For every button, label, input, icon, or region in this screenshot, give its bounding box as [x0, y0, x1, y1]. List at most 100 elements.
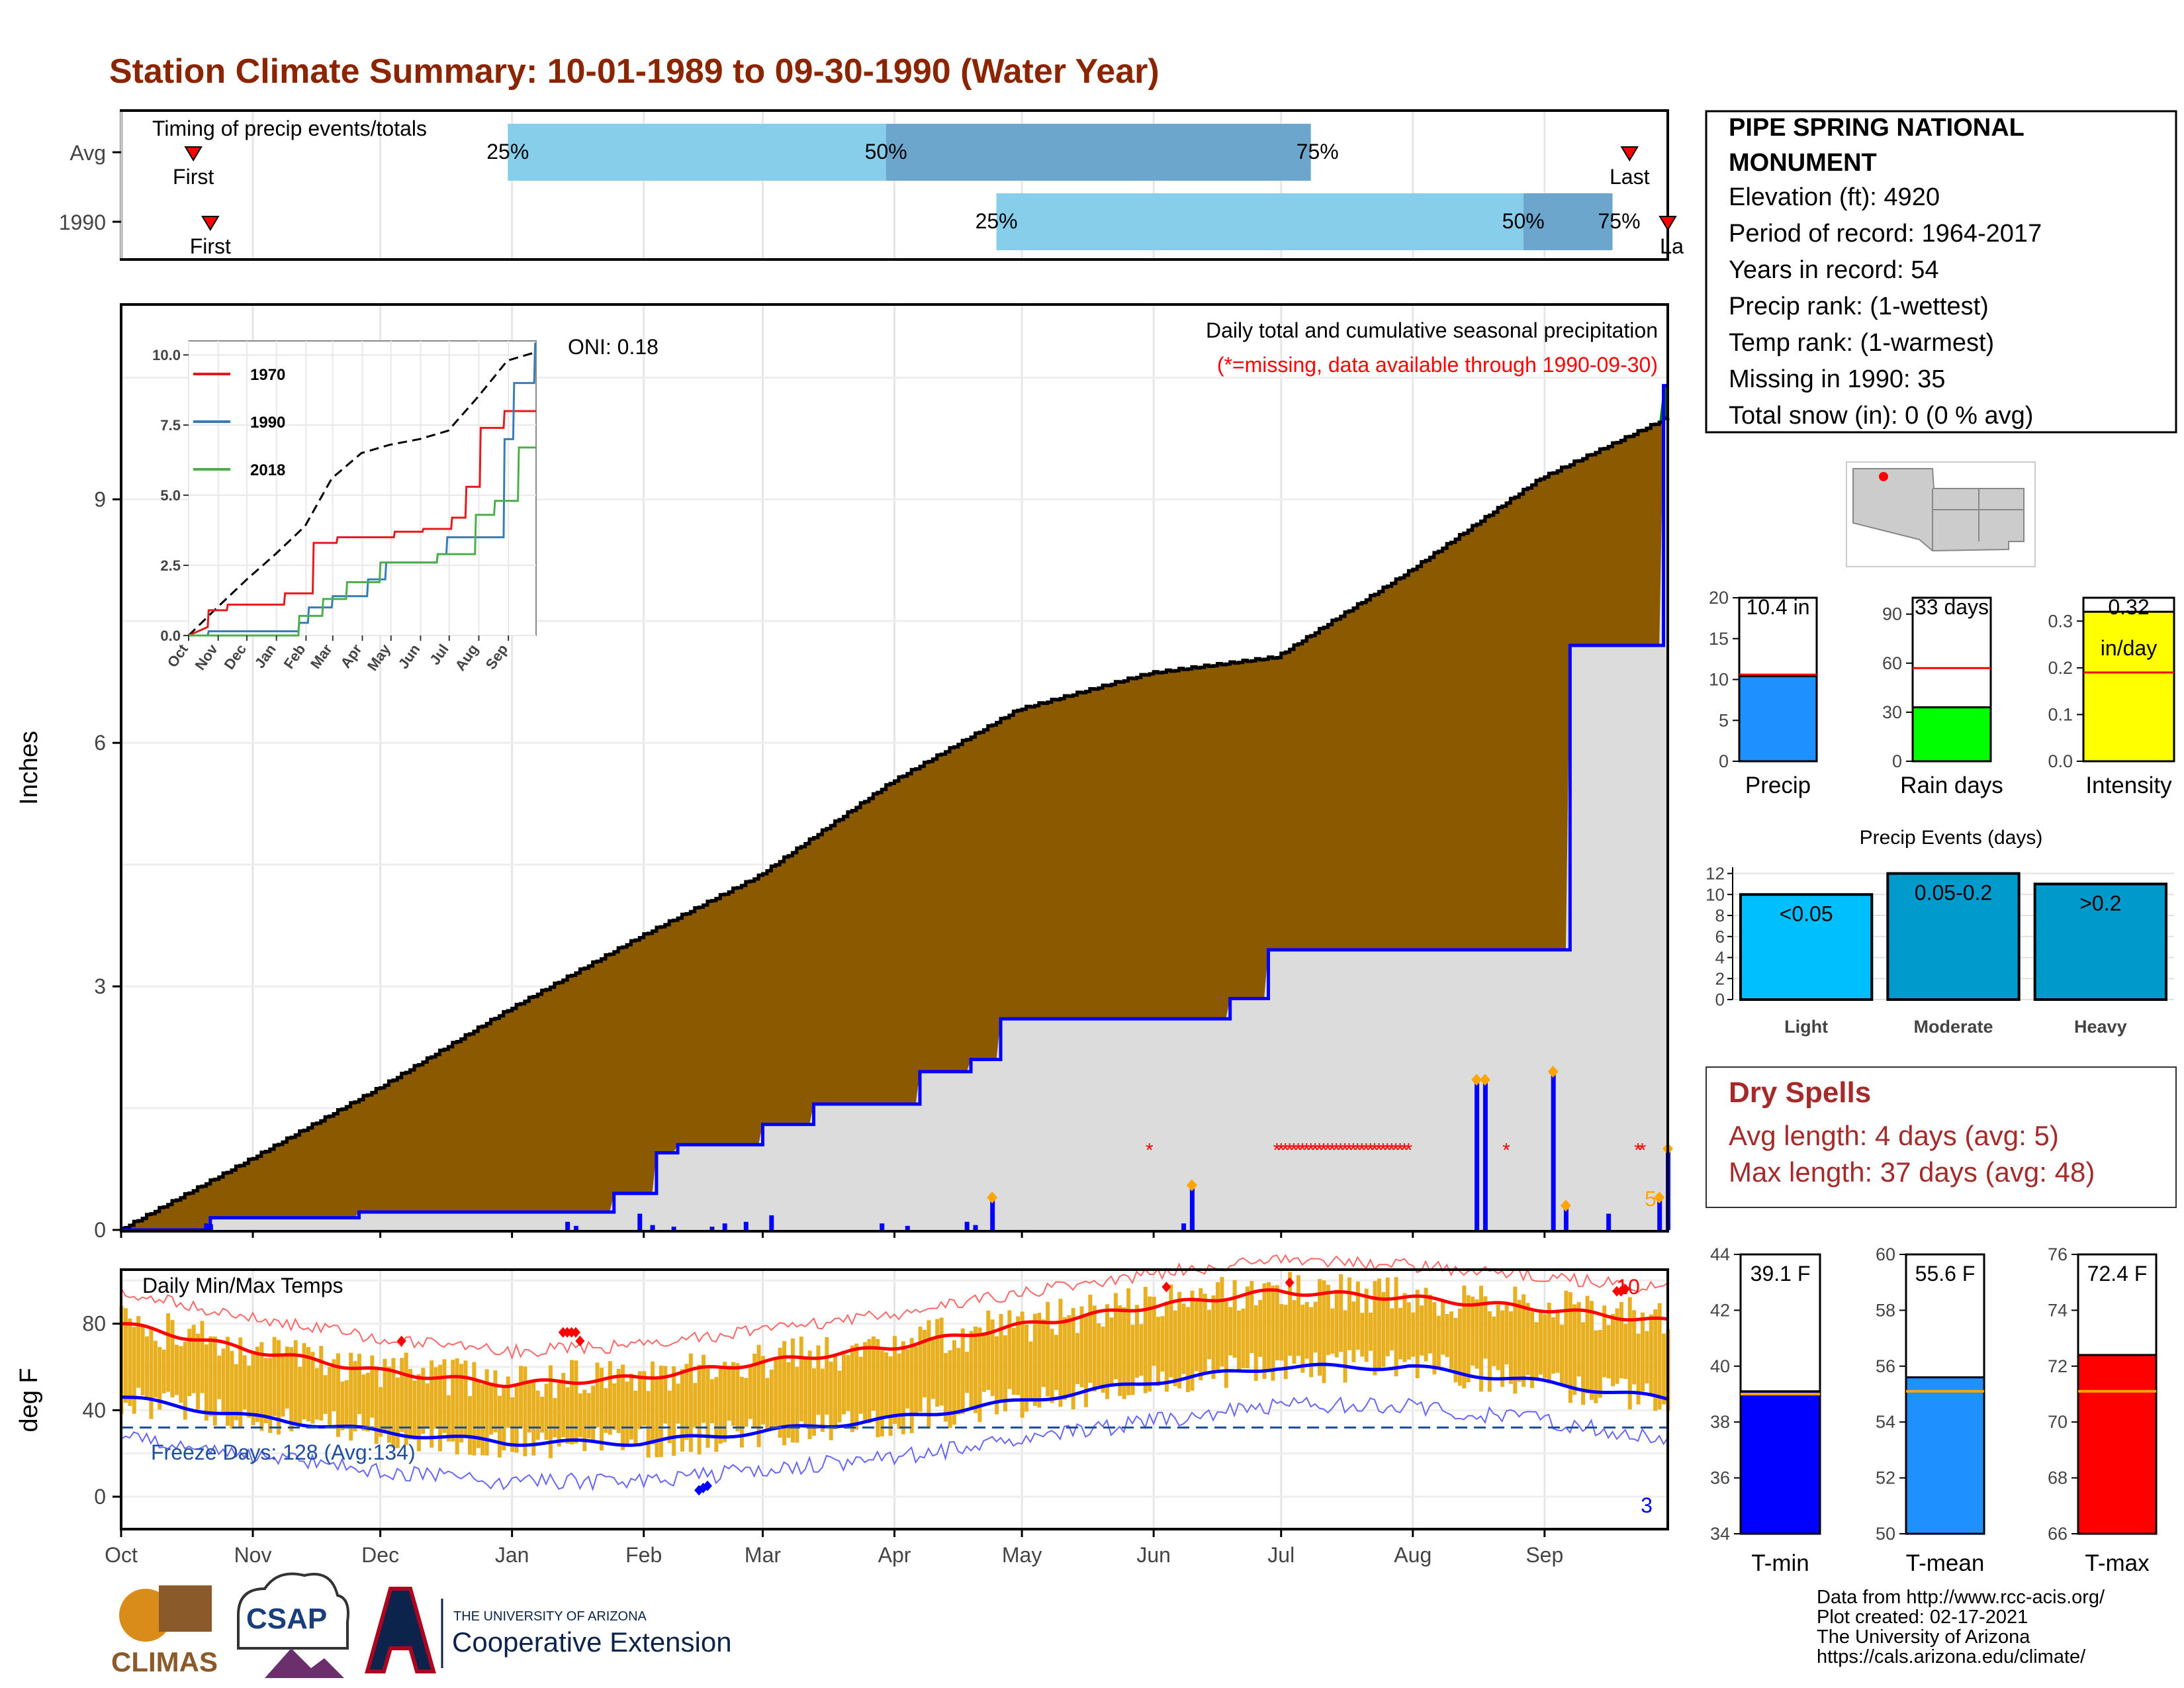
temp-range-bar	[323, 1375, 328, 1414]
temp-range-bar	[1211, 1295, 1216, 1380]
temp-range-bar	[531, 1380, 536, 1456]
temp-range-bar	[1623, 1323, 1628, 1380]
temp-range-bar	[1118, 1305, 1122, 1396]
temp-range-bar	[973, 1326, 978, 1413]
missing-day-marker: *	[1362, 1139, 1370, 1161]
temp-range-bar	[935, 1319, 940, 1407]
temp-range-bar	[820, 1368, 825, 1432]
missing-day-marker: *	[1290, 1139, 1298, 1161]
temp-range-bar	[582, 1389, 587, 1452]
temp-range-bar	[1097, 1323, 1101, 1386]
summary-bar-charts: 10.4 in 0 5 10 15 20 Precip 33 days 0 30 60 90 Rain …	[1709, 588, 2175, 798]
temp-range-bar	[905, 1349, 910, 1409]
missing-day-marker: *	[1353, 1139, 1361, 1161]
station-years: Years in record: 54	[1729, 256, 1939, 284]
station-info-frame	[1705, 110, 2177, 434]
inset-ytick-label: 0.0	[160, 628, 181, 644]
ua-logo-top: THE UNIVERSITY OF ARIZONA	[453, 1609, 647, 1624]
temp-range-bar	[1275, 1285, 1279, 1361]
temp-range-bar	[1436, 1315, 1441, 1368]
temp-range-bar	[361, 1374, 366, 1431]
temp-range-bar	[854, 1343, 859, 1430]
csap-logo-mountain	[265, 1648, 344, 1678]
temp-range-bar	[268, 1358, 273, 1433]
temp-range-bar	[1232, 1280, 1237, 1358]
events-category-label: Light	[1784, 1017, 1828, 1037]
temp-range-bar	[484, 1369, 489, 1456]
precip-daily-bar	[1563, 1205, 1569, 1230]
temp-range-bar	[255, 1346, 259, 1423]
precip-daily-marker	[987, 1191, 998, 1203]
temp-range-bar	[247, 1365, 251, 1418]
temp-range-bar	[863, 1342, 868, 1421]
record-high-marker	[575, 1335, 585, 1346]
temp-range-bar	[927, 1320, 931, 1429]
precip-daily-marker	[1547, 1065, 1559, 1078]
dry-spells-avg: Avg length: 4 days (avg: 5)	[1729, 1120, 2059, 1151]
temp-range-bar	[1653, 1309, 1658, 1411]
temp-range-bar	[161, 1349, 166, 1393]
events-category-label: Heavy	[2074, 1017, 2127, 1037]
temp-range-bar	[1462, 1286, 1467, 1389]
temp-range-bar	[293, 1340, 298, 1426]
temp-range-bar	[1228, 1307, 1233, 1356]
temp-range-bar	[332, 1359, 336, 1411]
temp-range-bar	[969, 1331, 974, 1409]
timing-first-label: First	[190, 234, 231, 258]
temp-summary-ytick-label: 74	[2048, 1300, 2068, 1320]
temp-range-bar	[191, 1325, 196, 1393]
temp-range-bar	[1487, 1311, 1492, 1392]
missing-day-marker: *	[1375, 1139, 1383, 1161]
temp-range-bar	[1062, 1317, 1067, 1400]
temp-range-bar	[383, 1358, 387, 1432]
month-tick-label: Oct	[105, 1543, 138, 1567]
temp-range-bar	[467, 1395, 472, 1455]
temp-range-bar	[212, 1336, 217, 1426]
timing-rows: Avg 25% 50% 75% First Last 1990 25% 50% 75% First L…	[59, 124, 1684, 258]
temp-range-bar	[1576, 1302, 1581, 1377]
temp-summary-ytick-label: 52	[1876, 1468, 1895, 1488]
temp-range-bar	[1288, 1272, 1293, 1356]
month-tick-label: May	[1002, 1543, 1042, 1567]
temp-y-axis: 0 40 80	[82, 1312, 121, 1509]
temp-range-bar	[442, 1359, 447, 1433]
precip-daily-bar	[1482, 1080, 1488, 1230]
timing-last-marker	[1620, 146, 1639, 162]
events-ytick-label: 4	[1715, 948, 1725, 968]
station-info: PIPE SPRING NATIONAL MONUMENT Elevation …	[1705, 110, 2177, 434]
missing-day-marker: *	[1388, 1139, 1396, 1161]
temp-range-bar	[1088, 1294, 1093, 1383]
temp-ylabel: deg F	[15, 1368, 43, 1432]
temp-range-bar	[221, 1348, 226, 1414]
temp-summary-value-label: 55.6 F	[1915, 1262, 1976, 1286]
temp-range-bar	[328, 1367, 332, 1425]
temp-range-bar	[1007, 1310, 1012, 1389]
timing-row-label: 1990	[59, 211, 106, 234]
summary-ytick-label: 10	[1709, 670, 1729, 690]
temp-range-bar	[1083, 1316, 1088, 1407]
temp-range-bar	[846, 1355, 850, 1411]
missing-day-marker: *	[1286, 1139, 1294, 1161]
precip-daily-marker	[1560, 1199, 1571, 1212]
temp-range-bar	[1020, 1311, 1024, 1418]
temp-range-bar	[1130, 1325, 1135, 1395]
temp-range-bar	[204, 1344, 208, 1421]
temp-range-bar	[871, 1336, 876, 1411]
temp-range-bar	[990, 1319, 995, 1396]
temp-range-bar	[1551, 1317, 1556, 1374]
temp-range-bar	[149, 1329, 154, 1419]
temp-range-bar	[880, 1350, 884, 1436]
temp-range-bar	[365, 1372, 370, 1432]
climas-logo: CLIMAS	[111, 1585, 218, 1677]
temp-range-bar	[659, 1366, 663, 1458]
month-tick-label: Jan	[495, 1543, 529, 1567]
temp-range-bar	[608, 1361, 612, 1435]
summary-bar	[1911, 706, 1992, 763]
temp-range-bar	[663, 1366, 668, 1424]
dry-spells-title: Dry Spells	[1729, 1076, 1871, 1109]
temp-range-bar	[765, 1378, 770, 1431]
summary-ytick-label: 60	[1882, 653, 1902, 673]
temp-range-bar	[259, 1342, 264, 1431]
missing-day-marker: *	[1405, 1139, 1413, 1161]
temp-range-bar	[1343, 1310, 1347, 1383]
